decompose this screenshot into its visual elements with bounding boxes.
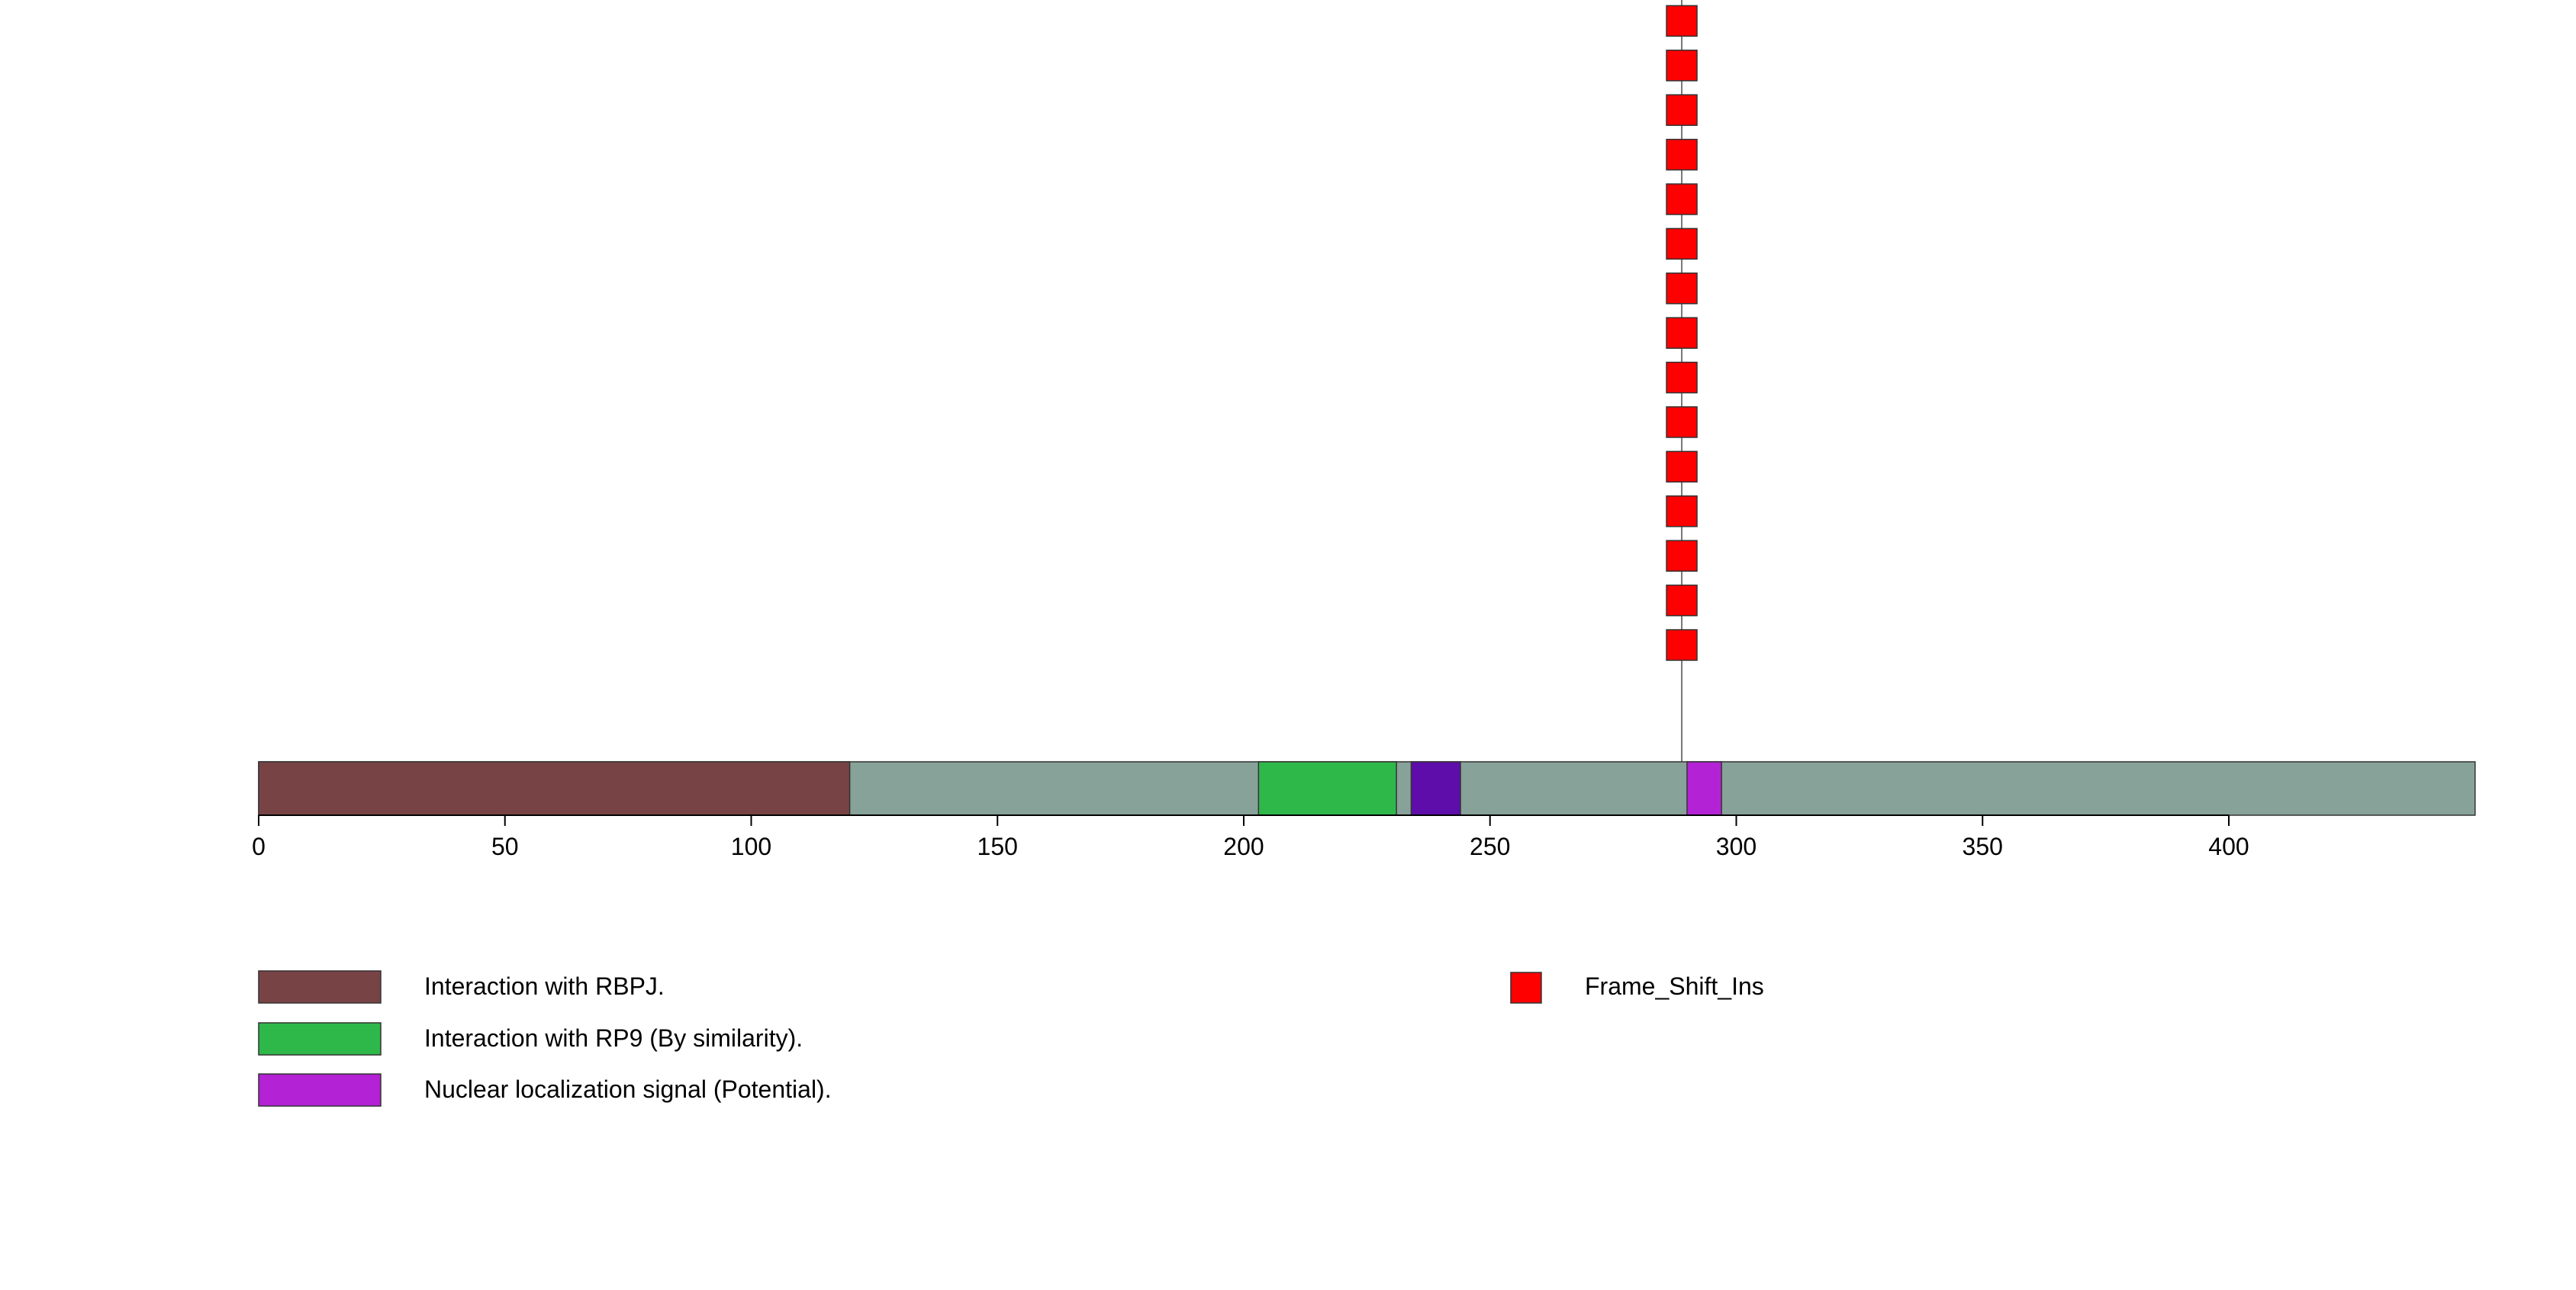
x-tick-label-400: 400 — [2208, 833, 2249, 860]
x-tick-label-250: 250 — [1470, 833, 1510, 860]
mutation-markers — [1666, 5, 1698, 661]
x-tick-label-50: 50 — [491, 833, 519, 860]
mutation-marker-0-2 — [1666, 540, 1698, 572]
mutation-marker-0-6 — [1666, 361, 1698, 394]
x-tick-label-0: 0 — [252, 833, 266, 860]
mutation-marker-0-8 — [1666, 273, 1698, 305]
domain-2 — [1686, 761, 1722, 816]
x-tick-label-150: 150 — [977, 833, 1018, 860]
legend-label-rbpj: Interaction with RBPJ. — [424, 972, 665, 1000]
domain-0 — [258, 761, 851, 816]
legend: Interaction with RBPJ. Interaction with … — [258, 970, 1764, 1107]
mutation-marker-0-13 — [1666, 50, 1698, 82]
region-0 — [1410, 761, 1461, 816]
x-tick-label-300: 300 — [1716, 833, 1757, 860]
mutation-marker-0-4 — [1666, 450, 1698, 483]
mutation-marker-0-10 — [1666, 183, 1698, 215]
legend-label-nls: Nuclear localization signal (Potential). — [424, 1076, 832, 1103]
legend-label-rp9: Interaction with RP9 (By similarity). — [424, 1024, 803, 1052]
mutation-marker-0-12 — [1666, 94, 1698, 126]
mutation-marker-0-7 — [1666, 317, 1698, 349]
mutation-marker-0-5 — [1666, 406, 1698, 438]
mutation-marker-0-0 — [1666, 629, 1698, 661]
legend-swatch-rbpj — [258, 970, 382, 1004]
x-tick-label-350: 350 — [1963, 833, 2003, 860]
mutation-marker-0-3 — [1666, 495, 1698, 527]
domain-1 — [1257, 761, 1397, 816]
legend-label-frame-shift-ins: Frame_Shift_Ins — [1585, 972, 1764, 1000]
protein-track — [258, 761, 2476, 816]
legend-swatch-nls — [258, 1073, 382, 1107]
x-axis: 0 50 100 150 200 250 300 350 400 — [252, 814, 2249, 860]
legend-swatch-frame-shift-ins — [1510, 972, 1542, 1004]
x-tick-label-100: 100 — [731, 833, 771, 860]
mutation-marker-0-14 — [1666, 5, 1698, 37]
legend-swatch-rp9 — [258, 1022, 382, 1056]
mutation-marker-0-9 — [1666, 227, 1698, 260]
x-tick-label-200: 200 — [1223, 833, 1264, 860]
mutation-marker-0-1 — [1666, 584, 1698, 617]
mutation-marker-0-11 — [1666, 138, 1698, 171]
